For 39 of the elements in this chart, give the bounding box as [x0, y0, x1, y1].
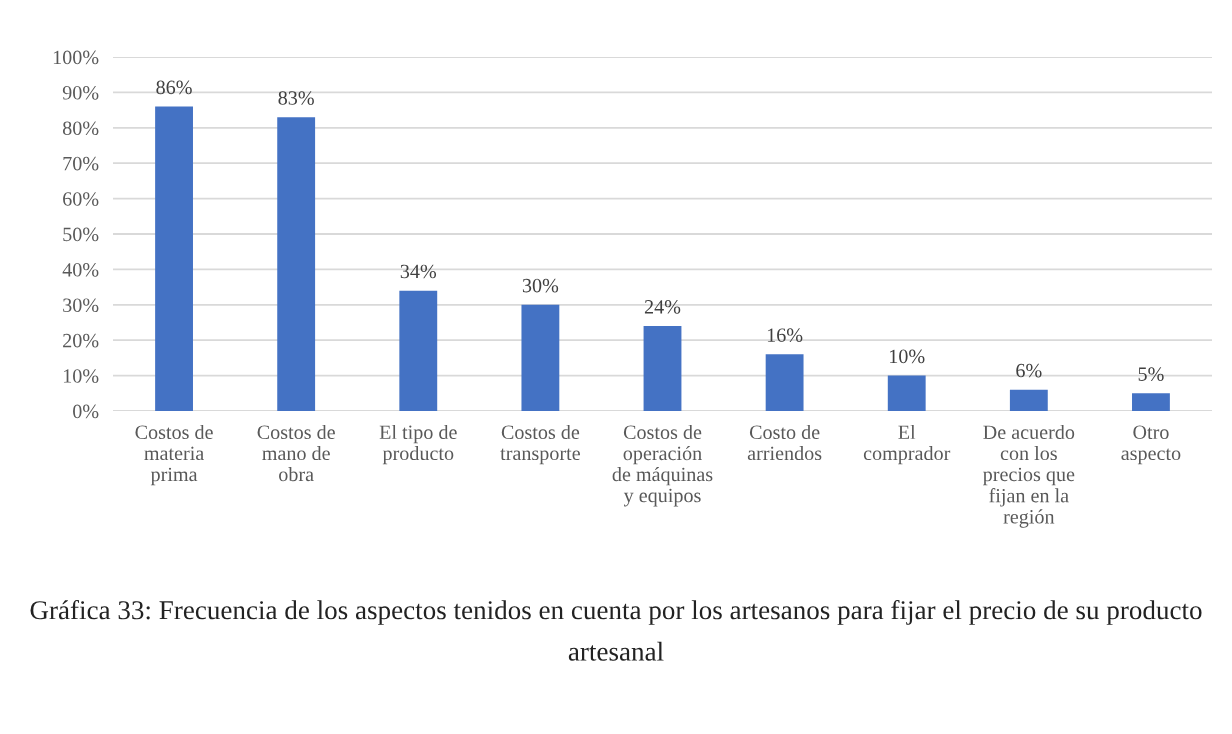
- bar: [399, 290, 438, 411]
- data-label: 83%: [278, 91, 314, 105]
- bar: [765, 354, 804, 411]
- data-label: 86%: [156, 80, 192, 95]
- x-tick-label: Otro aspecto: [1121, 425, 1181, 465]
- bar: [1009, 389, 1048, 411]
- bar: [1132, 393, 1170, 411]
- data-label: 6%: [1016, 363, 1042, 378]
- data-label: 34%: [400, 264, 437, 279]
- data-label: 10%: [890, 349, 925, 364]
- data-label: 24%: [644, 300, 681, 314]
- y-tick-label: 40%: [62, 262, 99, 277]
- x-tick-label: El tipo de producto: [379, 424, 457, 465]
- data-label: 30%: [522, 278, 559, 293]
- bar: [643, 326, 682, 411]
- x-tick-label: Costos de mano de obra: [257, 424, 335, 482]
- x-tick-label: Costos de transporte: [500, 424, 580, 465]
- x-tick-label: Costos de operación de máquinas y equipos: [612, 424, 713, 507]
- bar: [521, 304, 560, 411]
- y-tick-label: 10%: [63, 369, 99, 383]
- bar: [155, 106, 193, 411]
- y-tick-label: 90%: [62, 85, 99, 100]
- y-tick-label: 30%: [63, 298, 99, 313]
- x-tick-label: El comprador: [863, 424, 951, 465]
- y-tick-label: 60%: [63, 192, 99, 206]
- data-label: 5%: [1138, 367, 1164, 381]
- y-tick-label: 50%: [63, 227, 99, 242]
- y-tick-label: 100%: [53, 50, 99, 65]
- x-tick-label: Costos de materia prima: [135, 424, 213, 486]
- bar: [887, 375, 926, 411]
- y-tick-label: 0%: [73, 404, 99, 419]
- data-label: 16%: [767, 328, 803, 342]
- y-tick-label: 80%: [62, 121, 99, 136]
- y-tick-label: 20%: [63, 333, 99, 348]
- text: Gráfica 33: Frecuencia de los aspectos tenidos en cuenta por los artesanos para fijar el precio de su producto artesanal: [30, 600, 1202, 661]
- x-tick-label: De acuerdo con los precios que fijan en la región: [983, 424, 1075, 528]
- y-tick-label: 70%: [63, 156, 99, 171]
- x-tick-label: Costo de arriendos: [747, 424, 822, 461]
- bar: [277, 117, 316, 411]
